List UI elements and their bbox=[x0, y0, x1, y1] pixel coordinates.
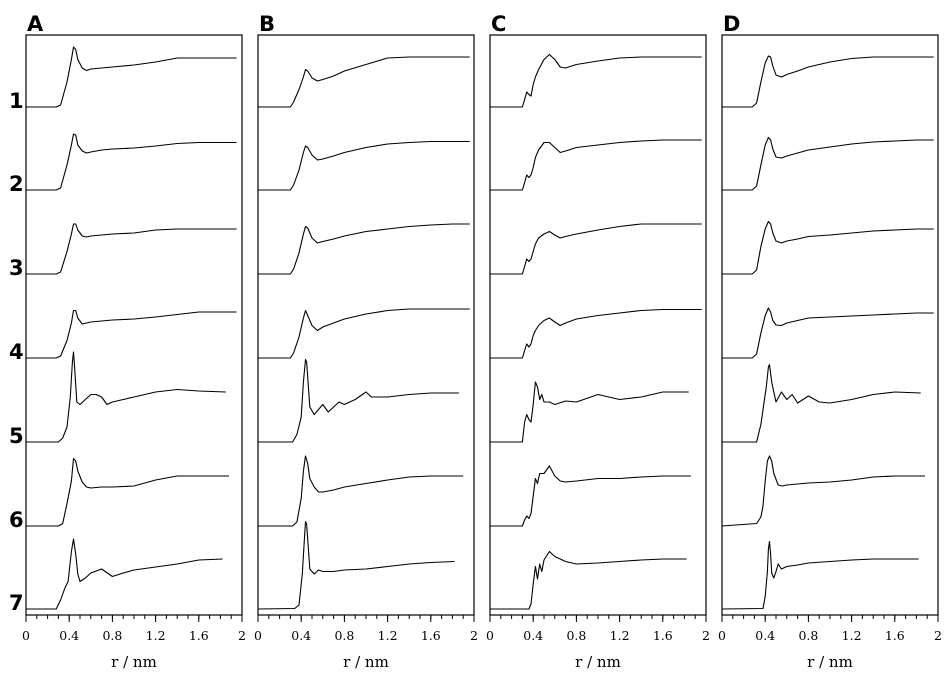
x-tick-label: 0 bbox=[718, 628, 726, 643]
x-tick-label: 1.2 bbox=[146, 628, 166, 643]
x-tick-label: 1.2 bbox=[842, 628, 862, 643]
x-tick-label: 0.8 bbox=[334, 628, 354, 643]
x-tick-label: 0 bbox=[254, 628, 262, 643]
rdf-curve-D6 bbox=[721, 455, 925, 527]
rdf-curve-B7 bbox=[257, 520, 455, 610]
rdf-curve-B6 bbox=[258, 455, 464, 527]
rdf-curve-C7 bbox=[490, 550, 687, 610]
x-tick-label: 2 bbox=[702, 628, 710, 643]
row-label-3: 3 bbox=[9, 256, 24, 280]
x-tick-label: 1.2 bbox=[610, 628, 630, 643]
rdf-curve-B5 bbox=[258, 358, 459, 443]
x-axis-title: r / nm bbox=[575, 653, 621, 671]
rdf-curve-D3 bbox=[722, 220, 934, 275]
x-axis-title: r / nm bbox=[807, 653, 853, 671]
panel-frame-D bbox=[721, 34, 939, 616]
x-tick-label: 0.4 bbox=[59, 628, 79, 643]
rdf-curve-D4 bbox=[722, 307, 934, 359]
x-tick-label: 0.8 bbox=[798, 628, 818, 643]
row-label-1: 1 bbox=[9, 89, 24, 113]
x-axis-title: r / nm bbox=[111, 653, 157, 671]
panel-frame-B bbox=[257, 34, 475, 616]
x-tick-label: 0.8 bbox=[102, 628, 122, 643]
row-label-2: 2 bbox=[9, 172, 24, 196]
rdf-curve-C3 bbox=[490, 223, 702, 275]
panel-label-B: B bbox=[259, 12, 275, 36]
x-tick-label: 0.4 bbox=[755, 628, 775, 643]
x-tick-label: 0.8 bbox=[566, 628, 586, 643]
rdf-curve-B1 bbox=[258, 56, 470, 108]
panel-frame-C bbox=[489, 34, 707, 616]
rdf-curve-A4 bbox=[26, 309, 237, 359]
x-tick-label: 2 bbox=[238, 628, 246, 643]
x-tick-label: 0 bbox=[486, 628, 494, 643]
x-tick-label: 1.6 bbox=[421, 628, 441, 643]
x-tick-label: 0.4 bbox=[523, 628, 543, 643]
x-tick-label: 1.6 bbox=[189, 628, 209, 643]
x-tick-label: 0.4 bbox=[291, 628, 311, 643]
rdf-curve-C6 bbox=[490, 465, 691, 527]
rdf-curve-C1 bbox=[490, 53, 702, 108]
rdf-curve-C2 bbox=[490, 139, 702, 191]
rdf-curve-B3 bbox=[258, 223, 470, 275]
rdf-curve-D2 bbox=[722, 136, 934, 191]
row-label-5: 5 bbox=[9, 424, 24, 448]
rdf-curve-D1 bbox=[722, 55, 934, 108]
x-tick-label: 1.2 bbox=[378, 628, 398, 643]
rdf-curve-A1 bbox=[26, 46, 237, 108]
x-axis-title: r / nm bbox=[343, 653, 389, 671]
x-tick-label: 1.6 bbox=[885, 628, 905, 643]
rdf-curve-C4 bbox=[490, 308, 702, 359]
rdf-curve-D7 bbox=[721, 540, 919, 610]
row-label-6: 6 bbox=[9, 508, 24, 532]
x-tick-label: 2 bbox=[934, 628, 942, 643]
rdf-curve-B4 bbox=[258, 308, 470, 359]
rdf-curve-C5 bbox=[490, 381, 689, 443]
row-label-4: 4 bbox=[9, 340, 24, 364]
x-tick-label: 2 bbox=[470, 628, 478, 643]
rdf-curve-A3 bbox=[26, 223, 237, 275]
rdf-curve-A2 bbox=[26, 133, 237, 191]
panel-label-C: C bbox=[491, 12, 506, 36]
x-tick-label: 1.6 bbox=[653, 628, 673, 643]
panel-label-D: D bbox=[723, 12, 740, 36]
panel-label-A: A bbox=[27, 12, 44, 36]
rdf-curve-B2 bbox=[258, 140, 470, 191]
rdf-curve-D5 bbox=[722, 363, 921, 443]
row-label-7: 7 bbox=[9, 591, 24, 615]
panel-frame-A bbox=[25, 34, 243, 616]
rdf-curve-A7 bbox=[26, 538, 223, 610]
rdf-curve-A5 bbox=[26, 351, 226, 443]
rdf-curve-A6 bbox=[26, 457, 229, 527]
x-tick-label: 0 bbox=[22, 628, 30, 643]
